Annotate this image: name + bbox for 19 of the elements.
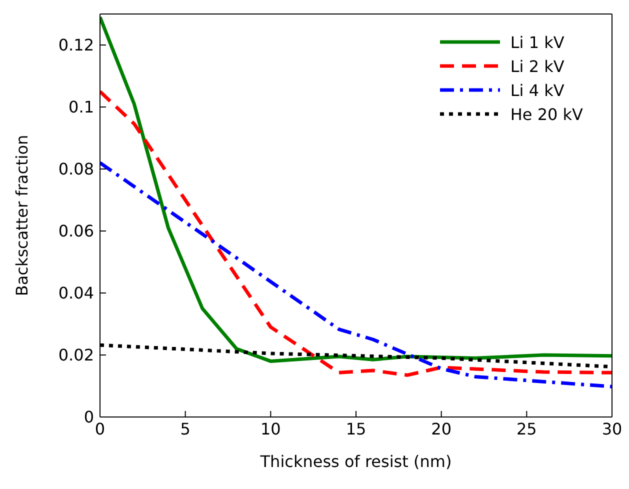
y-tick-label: 0.04 bbox=[58, 284, 94, 303]
legend-label: Li 1 kV bbox=[510, 32, 564, 52]
y-tick-label: 0.12 bbox=[58, 36, 94, 55]
y-axis-title: Backscatter fraction bbox=[12, 134, 32, 296]
legend-label: He 20 kV bbox=[510, 104, 583, 124]
legend-label: Li 4 kV bbox=[510, 80, 564, 100]
x-tick-label: 5 bbox=[180, 419, 190, 438]
legend-label: Li 2 kV bbox=[510, 56, 564, 76]
x-tick-label: 10 bbox=[260, 419, 281, 438]
y-tick-label: 0.02 bbox=[58, 346, 94, 365]
line-series bbox=[100, 161, 612, 388]
y-tick-label: 0.08 bbox=[58, 160, 94, 179]
y-tick-label: 0.06 bbox=[58, 222, 94, 241]
x-tick-label: 30 bbox=[602, 419, 622, 438]
x-tick-label: 15 bbox=[346, 419, 366, 438]
x-axis-title: Thickness of resist (nm) bbox=[259, 452, 452, 471]
x-tick-label: 25 bbox=[516, 419, 537, 438]
y-tick-label: 0.1 bbox=[68, 98, 94, 117]
x-tick-label: 20 bbox=[431, 419, 452, 438]
